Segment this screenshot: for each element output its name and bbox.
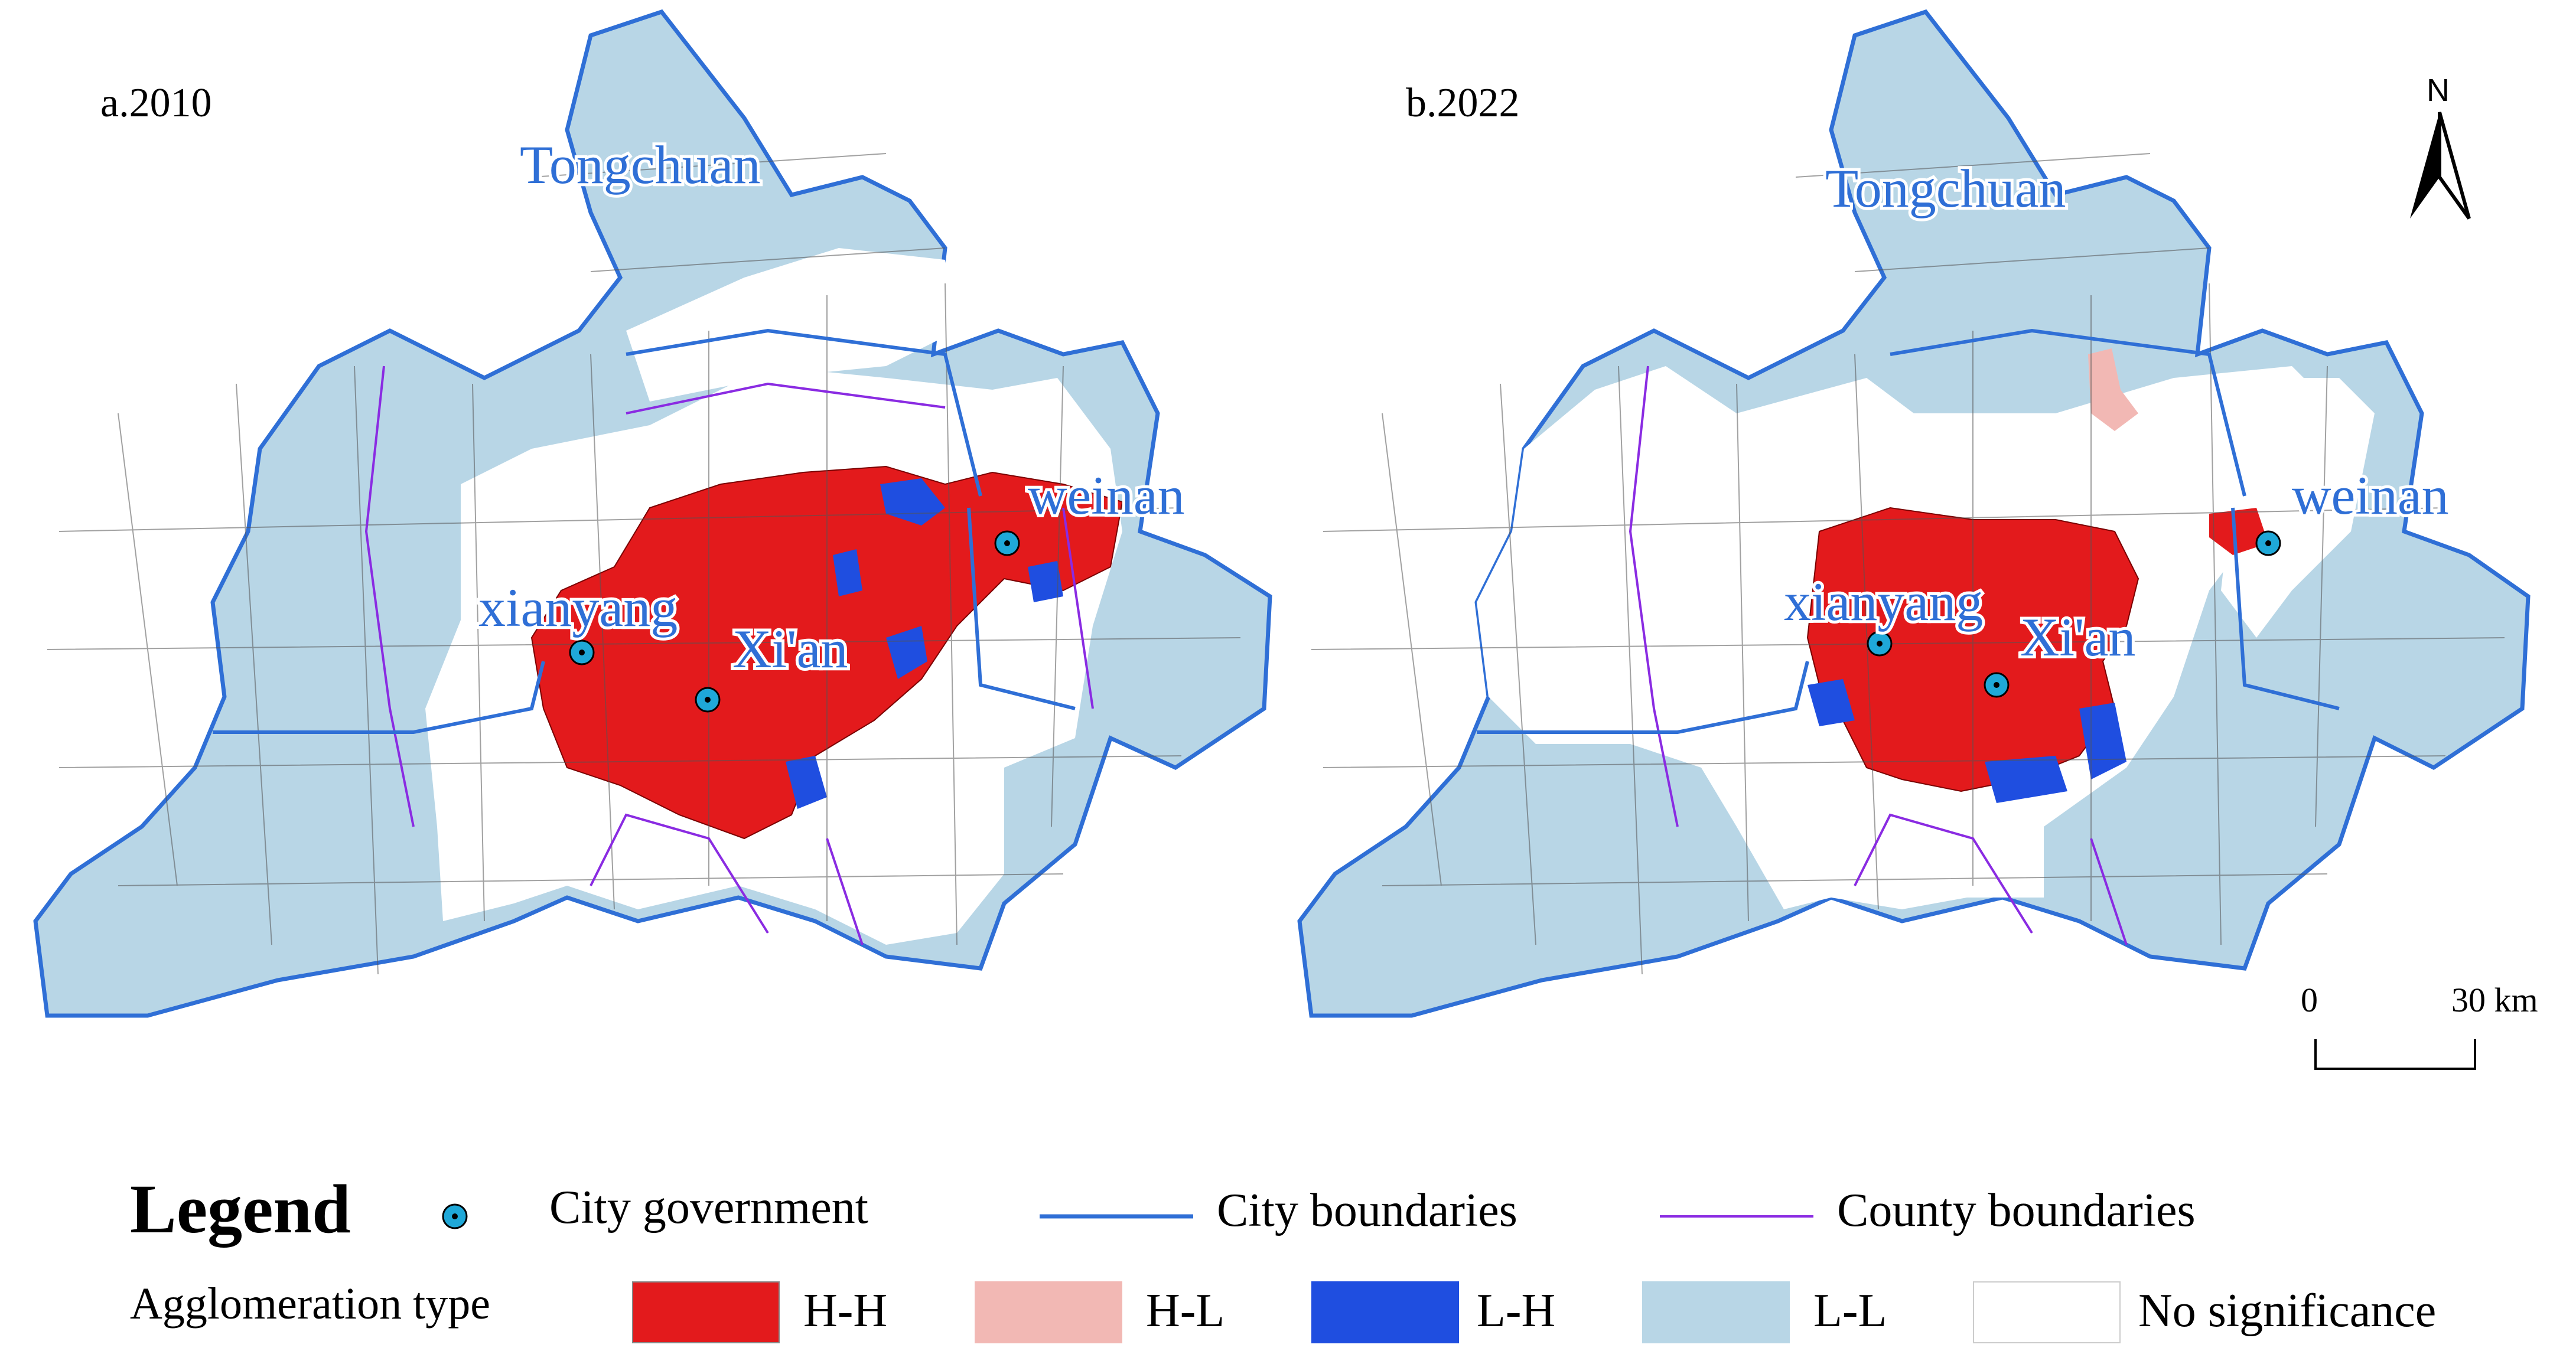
north-label: N [2427, 73, 2450, 108]
legend-ll: L-L [1813, 1285, 1887, 1337]
legend-hh: H-H [803, 1285, 888, 1337]
city-boundaries [1477, 328, 2340, 734]
legend-title: Legend [130, 1170, 351, 1248]
scale-end: 30 km [2451, 981, 2538, 1019]
legend-county-boundaries: County boundaries [1837, 1184, 2196, 1236]
city-label-weinan: weinan [1028, 465, 1185, 526]
county-grid [1311, 153, 2505, 975]
swatch-lh [1311, 1281, 1459, 1343]
swatch-hl [975, 1281, 1122, 1343]
city-government-markers [569, 530, 1020, 713]
legend-city-government: City government [549, 1182, 868, 1234]
region-none-east [2221, 378, 2375, 638]
legend: Legend City government City boundaries C… [0, 1169, 2576, 1364]
city-label-xianyang: xianyang [478, 577, 678, 638]
panel-label: b.2022 [1406, 80, 1520, 126]
swatch-hh [632, 1281, 780, 1343]
city-label-weinan: weinan [2292, 465, 2449, 526]
legend-city-boundaries: City boundaries [1217, 1184, 1517, 1236]
legend-agglomeration-title: Agglomeration type [130, 1279, 490, 1329]
scale-bar [2314, 1039, 2476, 1070]
panel-label: a.2010 [100, 80, 212, 126]
region-lh [1985, 756, 2067, 803]
city-label-tongchuan: Tongchuan [520, 135, 760, 195]
study-area-map: Tongchuan weinan xianyang Xi'an [1297, 9, 2531, 1018]
city-boundary-line-icon [1040, 1214, 1193, 1219]
city-label-tongchuan: Tongchuan [1825, 158, 2066, 218]
north-arrow-icon [2410, 112, 2471, 220]
city-label-xian: Xi'an [2020, 607, 2135, 667]
region-lh [1028, 561, 1063, 602]
city-boundaries [213, 328, 1076, 734]
region-hl [2088, 348, 2138, 431]
map-panel-2010: a.2010 [0, 0, 1288, 1122]
swatch-ll [1642, 1281, 1790, 1343]
map-panel-2022: b.2022 Tong [1288, 0, 2576, 1122]
region-hh [2209, 508, 2268, 555]
county-boundary-line-icon [1660, 1215, 1813, 1218]
legend-hl: H-L [1146, 1285, 1225, 1337]
region-lh [1808, 679, 1855, 726]
region-lh [786, 756, 827, 809]
city-government-icon [442, 1203, 468, 1229]
region-lh [833, 549, 862, 596]
city-label-xian: Xi'an [732, 619, 848, 679]
county-boundaries [364, 366, 1094, 945]
swatch-none [1973, 1281, 2121, 1343]
county-boundaries [1629, 366, 2128, 945]
legend-none: No significance [2138, 1285, 2437, 1337]
county-grid [47, 153, 1241, 975]
scale-start: 0 [2301, 981, 2318, 1019]
legend-lh: L-H [1477, 1285, 1556, 1337]
city-government-markers [1867, 530, 2281, 698]
city-label-xianyang: xianyang [1784, 572, 1983, 632]
study-area-map: Tongchuan weinan xianyang Xi'an [33, 9, 1272, 1018]
region-lh [886, 626, 927, 679]
